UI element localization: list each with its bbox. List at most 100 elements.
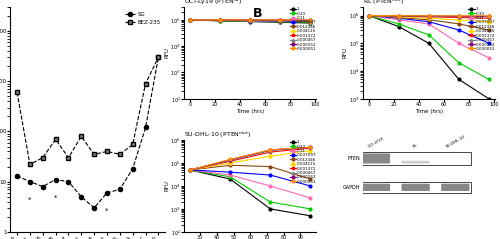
0.012346 bbox=[366, 14, 372, 17]
1 bbox=[278, 21, 283, 24]
Text: *: * bbox=[28, 197, 32, 203]
Line: 0.012346: 0.012346 bbox=[188, 164, 312, 180]
0.000051 bbox=[456, 14, 462, 17]
0.11 bbox=[248, 20, 254, 22]
0.000152 bbox=[396, 14, 402, 17]
0.000152 bbox=[278, 19, 283, 22]
Y-axis label: RFU: RFU bbox=[164, 180, 169, 191]
BEZ-235 bbox=[156, 56, 162, 59]
0.004115 bbox=[366, 14, 372, 17]
X-axis label: Time (hrs): Time (hrs) bbox=[236, 109, 264, 114]
Text: GAPDH: GAPDH bbox=[343, 185, 360, 190]
0.004115 bbox=[217, 19, 223, 22]
0.33 bbox=[396, 22, 402, 25]
0.001372 bbox=[227, 160, 233, 163]
Legend: 1, 0.33, 0.11, 0.037037, 0.012346, 0.004115, 0.001372, 0.000457, 0.000152, 0.000: 1, 0.33, 0.11, 0.037037, 0.012346, 0.004… bbox=[290, 7, 316, 51]
Line: 0.33: 0.33 bbox=[188, 18, 312, 24]
Text: *: * bbox=[54, 195, 58, 201]
BEZ-235 bbox=[117, 153, 123, 156]
0.004115 bbox=[268, 155, 274, 158]
0.037037 bbox=[308, 185, 314, 187]
0.037037 bbox=[187, 168, 193, 171]
SG bbox=[40, 185, 46, 188]
0.012346 bbox=[486, 29, 492, 32]
0.001372 bbox=[366, 14, 372, 17]
0.004115 bbox=[187, 18, 193, 21]
Text: B: B bbox=[252, 7, 262, 20]
0.000051 bbox=[278, 19, 283, 22]
BEZ-235 bbox=[14, 91, 20, 94]
Line: 0.001372: 0.001372 bbox=[188, 18, 312, 22]
FancyBboxPatch shape bbox=[402, 184, 429, 191]
Text: RL (PTEN$^{mut}$): RL (PTEN$^{mut}$) bbox=[362, 0, 404, 7]
Line: 0.000051: 0.000051 bbox=[368, 14, 490, 17]
0.037037 bbox=[187, 18, 193, 21]
0.000051 bbox=[308, 146, 314, 149]
Line: 0.037037: 0.037037 bbox=[188, 18, 312, 23]
SG bbox=[104, 191, 110, 194]
0.000051 bbox=[217, 18, 223, 21]
Line: 0.000457: 0.000457 bbox=[188, 146, 312, 171]
0.11 bbox=[308, 20, 314, 23]
0.001372 bbox=[486, 17, 492, 20]
FancyBboxPatch shape bbox=[441, 184, 470, 191]
0.33 bbox=[456, 61, 462, 64]
0.000457 bbox=[217, 18, 223, 21]
SG bbox=[52, 178, 59, 181]
0.000051 bbox=[248, 18, 254, 21]
0.000152 bbox=[308, 146, 314, 149]
0.000457 bbox=[486, 15, 492, 18]
0.000051 bbox=[187, 18, 193, 21]
0.000152 bbox=[308, 19, 314, 22]
Line: 0.000457: 0.000457 bbox=[368, 14, 490, 18]
Text: *: * bbox=[106, 208, 108, 214]
SG bbox=[66, 180, 71, 183]
Line: 0.33: 0.33 bbox=[188, 168, 312, 210]
0.037037 bbox=[227, 171, 233, 174]
0.012346 bbox=[227, 164, 233, 167]
0.001372 bbox=[426, 15, 432, 18]
Line: SG: SG bbox=[15, 55, 161, 210]
FancyBboxPatch shape bbox=[362, 153, 390, 163]
0.000457 bbox=[308, 146, 314, 149]
Line: 0.11: 0.11 bbox=[188, 168, 312, 199]
0.000152 bbox=[217, 18, 223, 21]
Text: OCI-Ly19 (PTEN$^{wt}$): OCI-Ly19 (PTEN$^{wt}$) bbox=[184, 0, 242, 7]
0.001372 bbox=[396, 15, 402, 18]
0.004115 bbox=[278, 19, 283, 22]
0.000051 bbox=[187, 168, 193, 171]
0.11 bbox=[486, 56, 492, 59]
0.11 bbox=[217, 19, 223, 22]
0.33 bbox=[308, 207, 314, 210]
Bar bbox=[360, 152, 470, 165]
1 bbox=[486, 98, 492, 100]
0.33 bbox=[187, 168, 193, 171]
0.000051 bbox=[308, 19, 314, 22]
0.001372 bbox=[248, 19, 254, 22]
Line: 0.012346: 0.012346 bbox=[368, 14, 490, 32]
Line: 0.11: 0.11 bbox=[368, 14, 490, 59]
BEZ-235 bbox=[130, 143, 136, 146]
FancyBboxPatch shape bbox=[362, 184, 390, 191]
1 bbox=[227, 178, 233, 180]
0.004115 bbox=[308, 149, 314, 152]
Bar bbox=[360, 182, 470, 193]
Line: 0.000152: 0.000152 bbox=[368, 14, 490, 18]
0.037037 bbox=[248, 19, 254, 22]
0.33 bbox=[426, 33, 432, 36]
0.000051 bbox=[486, 15, 492, 17]
1 bbox=[308, 22, 314, 24]
0.000051 bbox=[426, 14, 432, 17]
Line: 0.001372: 0.001372 bbox=[188, 147, 312, 171]
0.001372 bbox=[456, 16, 462, 19]
0.000457 bbox=[426, 15, 432, 18]
0.33 bbox=[248, 20, 254, 23]
SG bbox=[130, 167, 136, 170]
FancyBboxPatch shape bbox=[402, 161, 429, 163]
SG bbox=[156, 56, 162, 59]
0.001372 bbox=[308, 147, 314, 150]
0.004115 bbox=[308, 19, 314, 22]
0.33 bbox=[278, 21, 283, 23]
0.000457 bbox=[456, 15, 462, 18]
0.001372 bbox=[217, 18, 223, 21]
